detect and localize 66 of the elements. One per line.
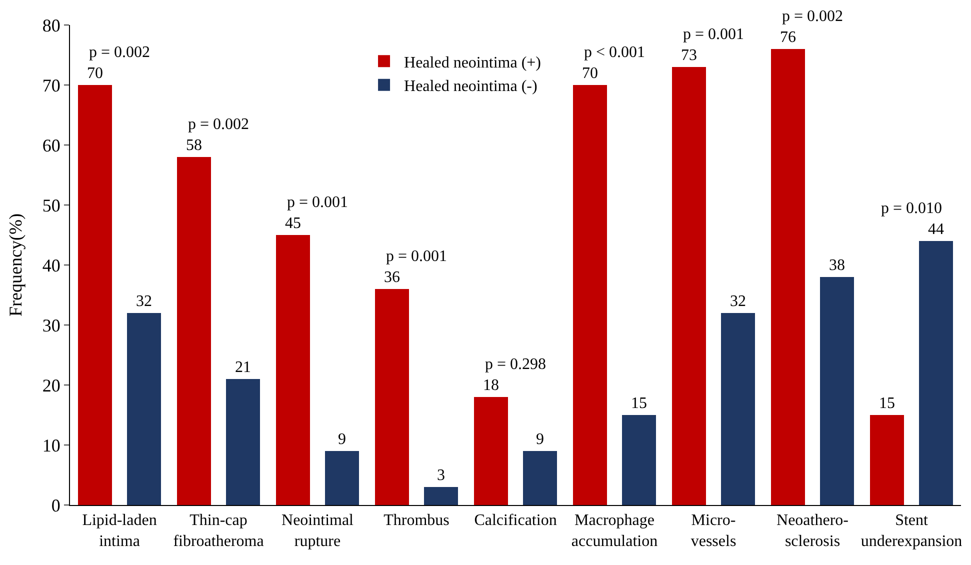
y-tick-label: 50: [42, 195, 60, 216]
bar: [672, 67, 706, 505]
y-tick-label: 20: [42, 375, 60, 396]
annotation: p = 0.001: [683, 26, 744, 43]
legend-label: Healed neointima (+): [404, 54, 541, 72]
y-axis-title: Frequency(%): [6, 214, 26, 316]
data-label: 15: [631, 395, 647, 412]
y-tick-label: 30: [42, 315, 60, 336]
bar: [721, 313, 755, 505]
data-label: 21: [235, 359, 251, 376]
data-label: 15: [879, 395, 895, 412]
y-tick-label: 60: [42, 135, 60, 156]
data-label: 36: [384, 269, 400, 286]
y-tick-label: 40: [42, 255, 60, 276]
x-tick-label: Neoathero- sclerosis: [776, 512, 848, 550]
bar: [78, 85, 112, 505]
y-tick-label: 80: [42, 15, 60, 36]
bar: [523, 451, 557, 505]
x-tick-label: Neointimal rupture: [282, 512, 354, 550]
data-label: 3: [437, 467, 445, 484]
annotation: p = 0.010: [881, 200, 942, 217]
annotation: p = 0.298: [485, 356, 546, 373]
annotation: p = 0.002: [782, 8, 844, 25]
x-tick-label: Macrophage accumulation: [571, 512, 658, 550]
y-tick-label: 10: [42, 435, 60, 456]
data-label: 58: [186, 137, 202, 154]
data-label: 70: [87, 65, 103, 82]
data-label: 76: [780, 29, 796, 46]
x-tick-label: Lipid-laden intima: [82, 512, 157, 550]
data-label: 9: [338, 431, 346, 448]
bar: [820, 277, 854, 505]
bar: [127, 313, 161, 505]
data-label: 18: [483, 377, 499, 394]
x-tick-label: Thin-cap fibroatheroma: [173, 512, 264, 550]
data-label: 45: [285, 215, 301, 232]
bar: [573, 85, 607, 505]
data-label: 44: [928, 221, 944, 238]
annotation: p = 0.001: [287, 194, 348, 211]
bar: [919, 241, 953, 505]
bar: [622, 415, 656, 505]
data-label: 73: [681, 47, 697, 64]
x-tick-label: Micro- vessels: [690, 512, 736, 550]
bar: [276, 235, 310, 505]
bar: [474, 397, 508, 505]
bar: [177, 157, 211, 505]
legend-label: Healed neointima (-): [404, 78, 538, 96]
annotation: p < 0.001: [584, 44, 646, 61]
data-label: 38: [829, 257, 845, 274]
annotation: p = 0.001: [386, 248, 448, 265]
data-label: 70: [582, 65, 598, 82]
data-label: 32: [136, 293, 152, 310]
y-tick-label: 0: [51, 495, 60, 516]
x-tick-label: Stent underexpansion: [860, 512, 962, 550]
bar: [325, 451, 359, 505]
x-tick-label: Calcification: [474, 512, 557, 530]
data-label: 9: [536, 431, 544, 448]
bar: [375, 289, 409, 505]
bar: [771, 49, 805, 505]
x-tick-label: Thrombus: [384, 512, 450, 530]
annotation: p = 0.002: [89, 44, 150, 61]
data-label: 32: [730, 293, 746, 310]
annotation: p = 0.002: [188, 116, 250, 133]
bar: [424, 487, 458, 505]
bar: [870, 415, 904, 505]
bar: [226, 379, 260, 505]
y-tick-label: 70: [42, 75, 60, 96]
